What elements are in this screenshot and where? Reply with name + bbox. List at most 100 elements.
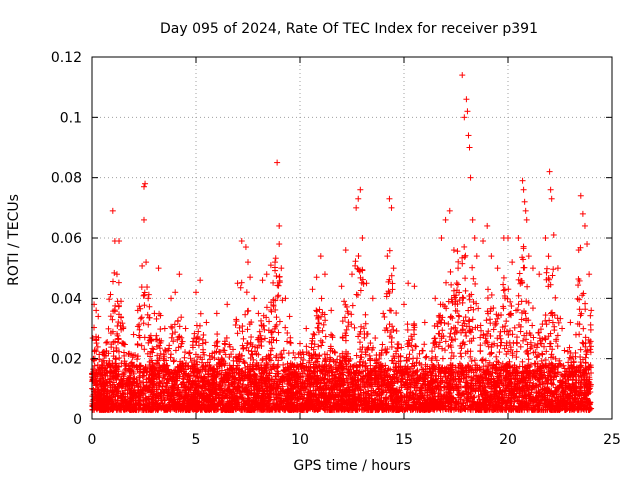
data-point xyxy=(134,323,141,330)
data-point xyxy=(575,282,582,289)
data-point xyxy=(273,337,280,344)
data-point xyxy=(439,327,446,334)
data-point xyxy=(579,339,586,346)
data-point xyxy=(341,298,348,305)
data-point xyxy=(303,343,310,350)
data-point xyxy=(240,335,247,342)
data-point xyxy=(543,321,550,328)
data-point xyxy=(486,351,493,358)
data-point xyxy=(447,330,454,337)
data-point xyxy=(319,327,326,334)
data-point xyxy=(541,343,548,350)
data-point xyxy=(523,336,530,343)
data-point xyxy=(153,315,160,322)
data-point xyxy=(145,321,152,328)
data-point xyxy=(461,254,468,261)
data-point xyxy=(463,332,470,339)
data-point xyxy=(462,275,469,282)
data-point xyxy=(404,321,411,328)
data-point xyxy=(137,315,144,322)
data-point xyxy=(497,335,504,342)
data-point xyxy=(545,253,552,260)
data-point xyxy=(275,292,282,299)
data-point xyxy=(577,353,584,360)
data-point xyxy=(169,324,176,331)
data-point xyxy=(168,334,175,341)
data-point xyxy=(279,354,286,361)
data-point xyxy=(134,356,141,363)
data-point xyxy=(448,349,455,356)
plot-grid xyxy=(92,57,612,419)
data-point xyxy=(355,252,362,259)
data-point xyxy=(141,346,148,353)
data-point xyxy=(276,318,283,325)
data-point xyxy=(389,280,396,287)
data-point xyxy=(241,359,248,366)
data-point xyxy=(115,279,122,286)
data-point xyxy=(513,334,520,341)
data-point xyxy=(172,347,179,354)
data-point xyxy=(455,319,462,326)
data-point xyxy=(322,317,329,324)
data-point xyxy=(453,280,460,287)
data-point xyxy=(480,363,487,370)
data-point xyxy=(484,295,491,302)
data-point xyxy=(393,310,400,317)
data-point xyxy=(550,266,557,273)
data-point xyxy=(409,347,416,354)
data-point xyxy=(291,354,298,361)
data-point xyxy=(197,310,204,317)
data-point xyxy=(114,322,121,329)
data-point xyxy=(121,369,128,376)
data-point xyxy=(110,278,117,285)
data-point xyxy=(310,330,317,337)
data-point xyxy=(357,328,364,335)
data-point xyxy=(111,269,118,276)
data-point xyxy=(192,351,199,358)
data-point xyxy=(352,258,359,265)
data-point xyxy=(390,326,397,333)
data-point xyxy=(549,319,556,326)
data-point xyxy=(572,331,579,338)
data-point xyxy=(520,337,527,344)
data-point xyxy=(167,354,174,361)
data-point xyxy=(455,258,462,265)
data-point xyxy=(432,353,439,360)
data-point xyxy=(156,345,163,352)
data-point xyxy=(469,264,476,271)
data-point xyxy=(505,331,512,338)
data-point xyxy=(587,312,594,319)
data-point xyxy=(174,336,181,343)
data-point xyxy=(582,300,589,307)
data-point xyxy=(285,350,292,357)
data-point xyxy=(520,264,527,271)
data-point xyxy=(508,303,515,310)
data-point xyxy=(547,340,554,347)
data-point xyxy=(422,354,429,361)
data-point xyxy=(181,354,188,361)
data-point xyxy=(582,334,589,341)
data-point xyxy=(583,351,590,358)
data-point xyxy=(513,339,520,346)
data-point xyxy=(162,346,169,353)
data-point xyxy=(315,320,322,327)
data-point xyxy=(223,334,230,341)
data-point xyxy=(279,297,286,304)
data-point xyxy=(587,326,594,333)
data-point xyxy=(441,319,448,326)
data-point xyxy=(410,355,417,362)
data-point xyxy=(466,296,473,303)
data-point xyxy=(507,311,514,318)
data-point xyxy=(275,329,282,336)
data-point xyxy=(551,323,558,330)
data-point xyxy=(182,349,189,356)
data-point xyxy=(454,328,461,335)
data-point xyxy=(238,279,245,286)
data-point xyxy=(284,329,291,336)
data-point xyxy=(237,284,244,291)
data-point xyxy=(107,313,114,320)
data-point xyxy=(393,327,400,334)
data-point xyxy=(266,318,273,325)
data-point xyxy=(448,325,455,332)
data-point xyxy=(496,349,503,356)
